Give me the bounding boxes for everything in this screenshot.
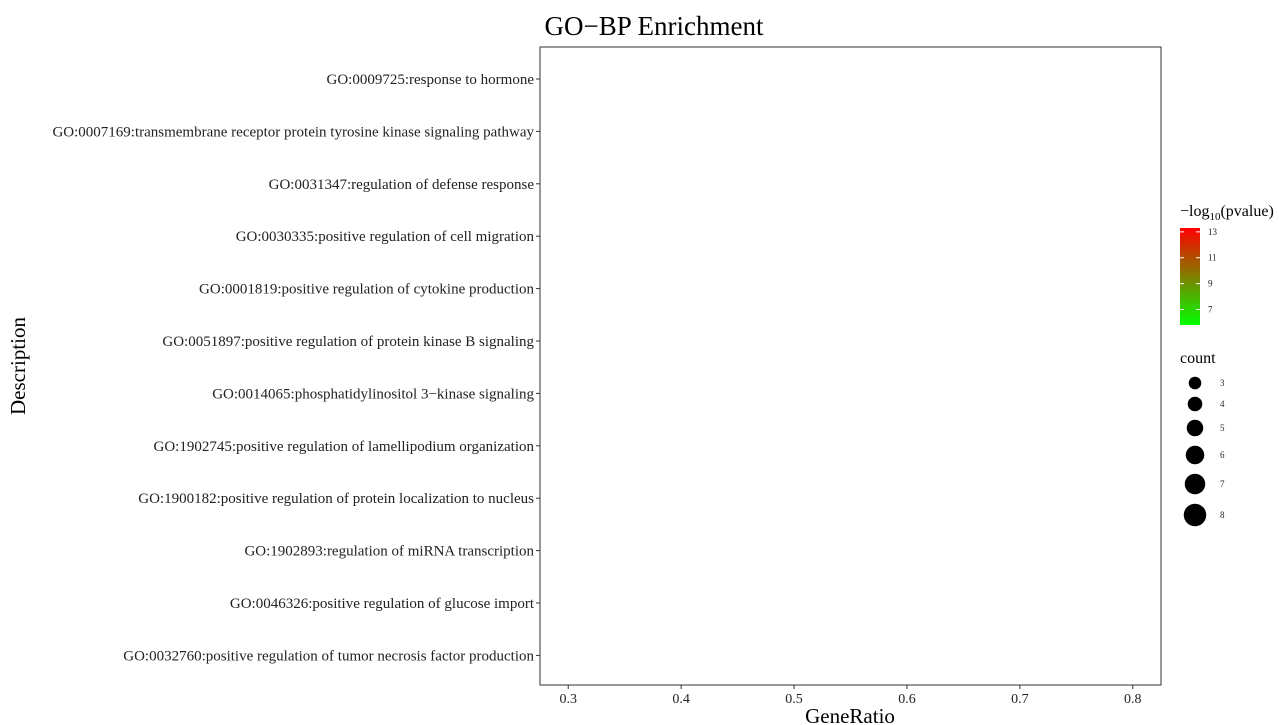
x-tick-label: 0.7 — [1011, 692, 1029, 707]
y-tick-label: GO:0001819:positive regulation of cytoki… — [199, 282, 534, 298]
size-legend-label: 4 — [1220, 399, 1225, 409]
y-axis-ticks: GO:0009725:response to hormone GO:0007169… — [52, 72, 540, 664]
chart-title: GO−BP Enrichment — [545, 11, 764, 41]
color-legend-title: −log10(pvalue) — [1180, 203, 1274, 223]
size-legend-key — [1188, 376, 1202, 390]
size-legend-key — [1183, 503, 1207, 527]
y-tick-label: GO:1902745:positive regulation of lamell… — [154, 439, 535, 455]
color-legend-title-suffix: (pvalue) — [1220, 203, 1273, 220]
color-legend-title-subscript: 10 — [1209, 211, 1221, 223]
color-legend-title-prefix: −log — [1180, 203, 1209, 220]
size-legend-label: 8 — [1220, 510, 1225, 520]
size-legend-label: 6 — [1220, 450, 1225, 460]
y-tick-label: GO:0014065:phosphatidylinositol 3−kinase… — [212, 386, 534, 402]
x-tick-label: 0.3 — [559, 692, 577, 707]
y-tick-label: GO:0031347:regulation of defense respons… — [269, 177, 535, 193]
size-legend-key — [1187, 396, 1203, 412]
x-axis-title: GeneRatio — [805, 704, 895, 725]
y-axis-title: Description — [6, 317, 30, 415]
y-tick-label: GO:0051897:positive regulation of protei… — [162, 334, 534, 350]
x-tick-label: 0.8 — [1124, 692, 1142, 707]
y-tick-label: GO:1902893:regulation of miRNA transcrip… — [244, 544, 534, 560]
size-legend-title: count — [1180, 350, 1216, 367]
y-tick-label: GO:0046326:positive regulation of glucos… — [230, 596, 535, 612]
x-axis-ticks: 0.3 0.4 0.5 0.6 0.7 0.8 — [559, 685, 1142, 707]
size-legend: 3 4 5 6 7 8 — [1183, 376, 1225, 527]
color-legend-tick-label: 7 — [1208, 304, 1213, 314]
color-legend-ticks: 7 9 11 13 — [1180, 227, 1218, 314]
color-legend-tick-label: 11 — [1208, 253, 1217, 263]
color-legend-tick-label: 13 — [1208, 227, 1218, 237]
y-tick-label: GO:0032760:positive regulation of tumor … — [123, 648, 534, 664]
size-legend-label: 3 — [1220, 378, 1225, 388]
y-tick-label: GO:0009725:response to hormone — [327, 72, 535, 88]
y-tick-label: GO:0007169:transmembrane receptor protei… — [52, 124, 534, 140]
x-tick-label: 0.4 — [672, 692, 690, 707]
color-legend-tick-label: 9 — [1208, 279, 1213, 289]
size-legend-key — [1185, 445, 1205, 465]
y-tick-label: GO:1900182:positive regulation of protei… — [138, 491, 534, 507]
plot-panel-border — [539, 46, 1162, 686]
size-legend-label: 7 — [1220, 479, 1225, 489]
x-tick-label: 0.6 — [898, 692, 916, 707]
size-legend-key — [1184, 473, 1206, 495]
size-legend-key — [1186, 419, 1204, 437]
size-legend-label: 5 — [1220, 423, 1225, 433]
y-tick-label: GO:0030335:positive regulation of cell m… — [236, 229, 535, 245]
x-tick-label: 0.5 — [785, 692, 803, 707]
color-legend-bar — [1180, 228, 1200, 325]
